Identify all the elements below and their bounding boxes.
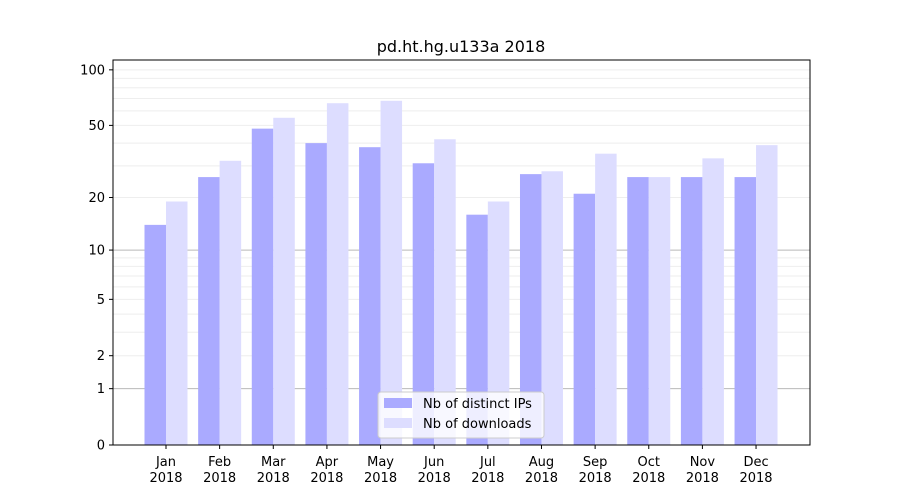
bar-distinct-ips [627, 177, 649, 445]
bar-downloads [648, 177, 671, 445]
legend-label: Nb of downloads [423, 417, 532, 432]
bar-distinct-ips [519, 174, 542, 445]
x-tick-label: Jun [423, 455, 444, 470]
legend-box [377, 391, 545, 439]
bar-downloads [273, 117, 295, 445]
legend: Nb of distinct IPs Nb of downloads [377, 391, 545, 439]
bar-downloads [702, 158, 724, 445]
x-tick-label: Sep [583, 455, 608, 470]
bar-distinct-ips [466, 214, 488, 445]
bar-downloads [326, 103, 349, 446]
x-tick-label: 2018 [739, 471, 772, 486]
bar-distinct-ips [305, 143, 327, 445]
y-tick-label: 2 [97, 349, 105, 364]
x-tick-label: Aug [529, 455, 554, 470]
y-tick-label: 100 [80, 63, 105, 78]
y-tick-label: 20 [88, 191, 105, 206]
x-tick-label: Mar [261, 455, 286, 470]
x-tick-label: May [367, 455, 394, 470]
bar-downloads [434, 139, 456, 445]
x-tick-label: 2018 [203, 471, 236, 486]
x-tick-label: 2018 [471, 471, 504, 486]
x-tick-label: 2018 [310, 471, 343, 486]
bar-distinct-ips [251, 128, 274, 446]
x-tick-label: 2018 [632, 471, 665, 486]
bar-distinct-ips [198, 177, 220, 445]
chart-title: pd.ht.hg.u133a 2018 [377, 37, 546, 56]
x-tick-label: 2018 [418, 471, 451, 486]
x-tick-label: Dec [743, 455, 768, 470]
bar-distinct-ips [734, 177, 757, 445]
bar-downloads [595, 153, 617, 446]
bar-distinct-ips [573, 193, 596, 445]
bar-downloads [541, 171, 563, 445]
bar-downloads [166, 201, 188, 445]
bar-downloads [756, 145, 778, 446]
x-tick-label: Feb [208, 455, 231, 470]
x-tick-label: 2018 [149, 471, 182, 486]
y-tick-label: 1 [97, 382, 105, 397]
x-tick-label: 2018 [525, 471, 558, 486]
x-tick-label: Oct [638, 455, 660, 470]
bar-downloads [487, 201, 510, 445]
x-tick-label: 2018 [257, 471, 290, 486]
x-tick-label: Nov [690, 455, 716, 470]
y-tick-label: 5 [97, 293, 105, 308]
x-tick-label: Jul [479, 455, 496, 470]
plot-frame [112, 59, 811, 446]
legend-swatch [384, 398, 412, 408]
bar-distinct-ips [680, 177, 703, 445]
y-tick-label: 10 [88, 244, 105, 259]
x-tick-label: 2018 [364, 471, 397, 486]
bar-distinct-ips [359, 147, 381, 445]
x-tick-label: Apr [316, 455, 339, 470]
x-tick-label: 2018 [686, 471, 719, 486]
bar-downloads [380, 100, 403, 446]
bar-downloads [219, 160, 242, 445]
legend-swatch [384, 418, 412, 428]
legend-label: Nb of distinct IPs [423, 397, 532, 412]
x-tick-label: 2018 [579, 471, 612, 486]
bar-distinct-ips [144, 224, 166, 445]
bar-distinct-ips [412, 163, 435, 445]
y-tick-label: 0 [97, 439, 105, 454]
x-tick-label: Jan [155, 455, 176, 470]
y-tick-label: 50 [88, 119, 105, 134]
